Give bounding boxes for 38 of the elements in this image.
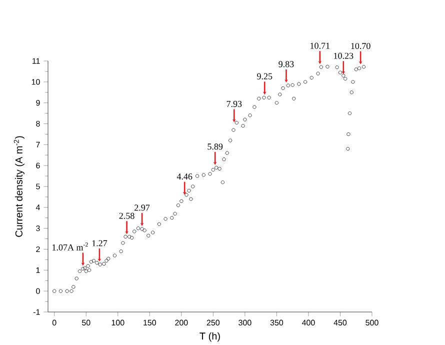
y-tick-label: 11 [32,58,40,64]
annotation: 9.83 [278,61,294,68]
y-tick-label: 7 [36,142,40,148]
x-tick-label: 350 [270,320,284,326]
x-tick-label: 0 [52,320,56,326]
y-tick-label: 4 [36,204,40,210]
annotation: 10.70 [351,42,370,50]
x-tick-label: 150 [144,320,156,326]
annotation: 1.07A m$^{-2}$ [52,242,88,250]
y-tick-label: 10 [32,79,40,85]
annotation: 10.23 [334,52,354,59]
annotation: 2.97 [134,204,150,211]
annotation: 10.71 [310,42,330,49]
annotation: 5.89 [208,144,223,150]
x-tick-label: 100 [112,320,124,326]
y-tick-label: 8 [36,120,40,127]
y-tick-label: 6 [36,162,40,168]
annotation: 4.46 [176,173,192,180]
y-tick-label: -1 [33,309,40,315]
y-tick-label: 9 [36,100,40,106]
x-tick-label: 250 [206,320,220,326]
x-tick-label: 450 [334,320,347,326]
annotation: 9.25 [257,73,272,80]
annotation: 1.27 [92,240,108,246]
x-tick-label: 200 [175,320,188,326]
y-axis-title: Current density (A m$^{-2}$) [14,136,24,237]
x-tick-label: 300 [238,320,252,326]
x-tick-label: 400 [302,320,315,326]
x-axis-title: T (h) [200,332,220,342]
annotation: 7.93 [226,100,242,108]
annotation: 2.58 [119,212,134,219]
y-tick-label: 1 [36,267,40,273]
x-tick-label: 50 [82,320,90,326]
y-tick-label: 0 [36,288,40,294]
y-tick-label: 5 [36,184,40,190]
x-tick-label: 500 [366,320,378,326]
y-tick-label: 2 [36,246,40,252]
y-tick-label: 3 [36,225,40,232]
